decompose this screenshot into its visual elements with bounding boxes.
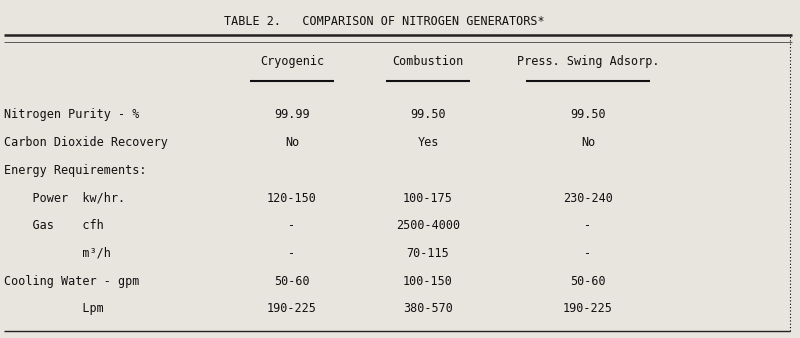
Text: Carbon Dioxide Recovery: Carbon Dioxide Recovery bbox=[4, 136, 168, 149]
Text: 50-60: 50-60 bbox=[274, 275, 310, 288]
Text: 2500-4000: 2500-4000 bbox=[396, 219, 460, 232]
Text: No: No bbox=[285, 136, 299, 149]
Text: 99.99: 99.99 bbox=[274, 108, 310, 121]
Text: 230-240: 230-240 bbox=[563, 192, 613, 204]
Text: Yes: Yes bbox=[418, 136, 438, 149]
Text: 100-150: 100-150 bbox=[403, 275, 453, 288]
Text: Gas    cfh: Gas cfh bbox=[4, 219, 104, 232]
Text: 120-150: 120-150 bbox=[267, 192, 317, 204]
Text: -: - bbox=[289, 219, 295, 232]
Text: Press. Swing Adsorp.: Press. Swing Adsorp. bbox=[517, 55, 659, 68]
Text: -: - bbox=[289, 247, 295, 260]
Text: Power  kw/hr.: Power kw/hr. bbox=[4, 192, 125, 204]
Text: 190-225: 190-225 bbox=[267, 303, 317, 315]
Text: Lpm: Lpm bbox=[4, 303, 104, 315]
Text: No: No bbox=[581, 136, 595, 149]
Text: 100-175: 100-175 bbox=[403, 192, 453, 204]
Text: -: - bbox=[585, 247, 591, 260]
Text: Cryogenic: Cryogenic bbox=[260, 55, 324, 68]
Text: 380-570: 380-570 bbox=[403, 303, 453, 315]
Text: 50-60: 50-60 bbox=[570, 275, 606, 288]
Text: 99.50: 99.50 bbox=[410, 108, 446, 121]
Text: Nitrogen Purity - %: Nitrogen Purity - % bbox=[4, 108, 139, 121]
Text: Cooling Water - gpm: Cooling Water - gpm bbox=[4, 275, 139, 288]
Text: TABLE 2.   COMPARISON OF NITROGEN GENERATORS*: TABLE 2. COMPARISON OF NITROGEN GENERATO… bbox=[224, 15, 544, 28]
Text: Energy Requirements:: Energy Requirements: bbox=[4, 164, 146, 177]
Text: 70-115: 70-115 bbox=[406, 247, 450, 260]
Text: Combustion: Combustion bbox=[392, 55, 464, 68]
Text: 99.50: 99.50 bbox=[570, 108, 606, 121]
Text: -: - bbox=[585, 219, 591, 232]
Text: m³/h: m³/h bbox=[4, 247, 111, 260]
Text: 190-225: 190-225 bbox=[563, 303, 613, 315]
